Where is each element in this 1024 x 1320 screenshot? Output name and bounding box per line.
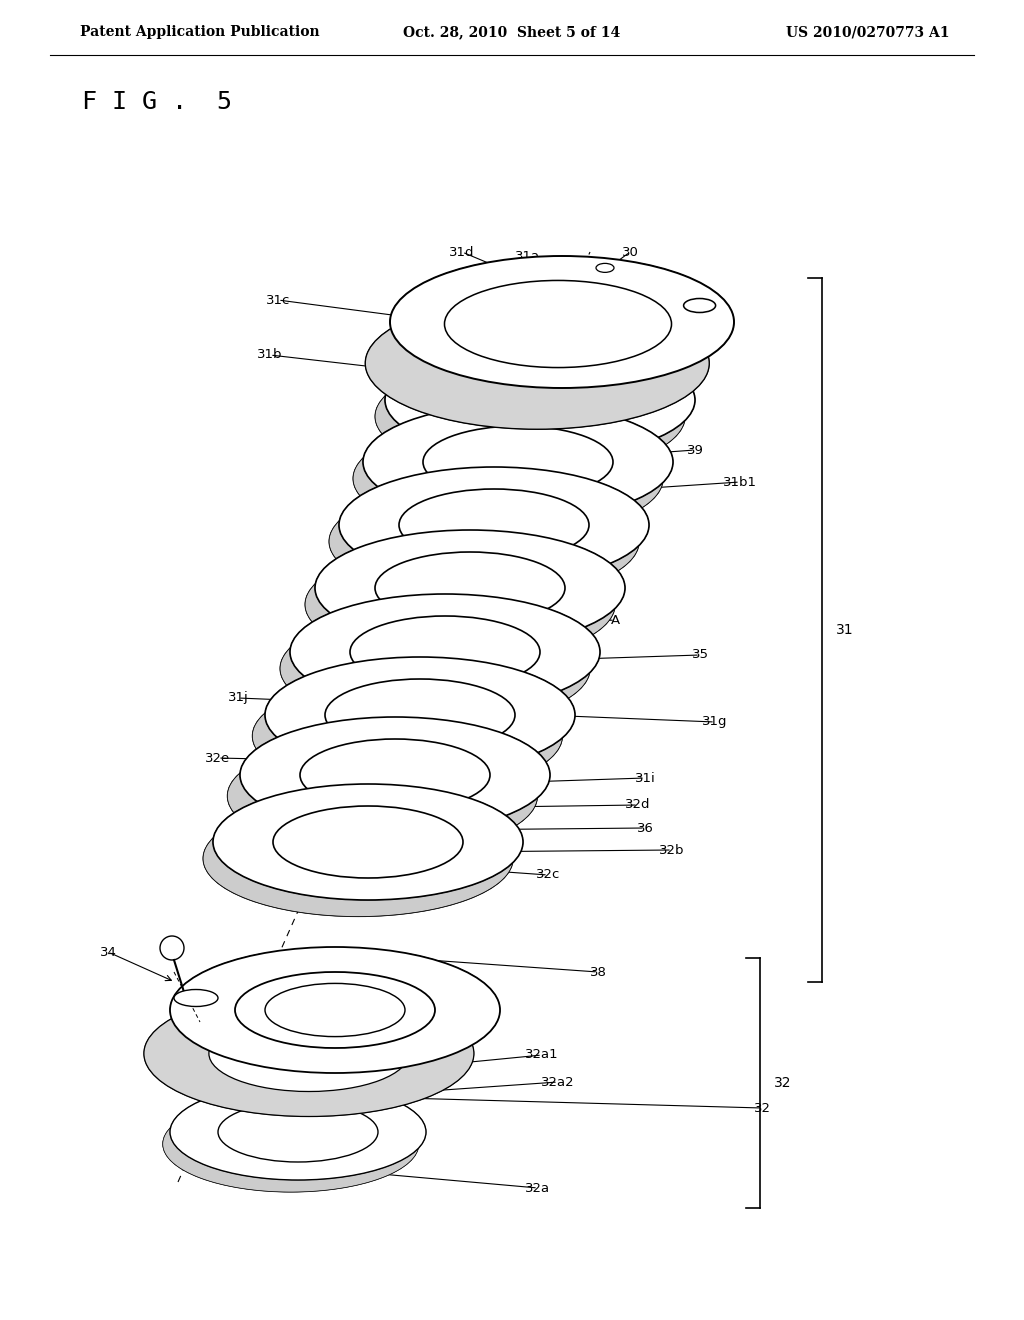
Text: 32: 32 xyxy=(754,1101,770,1114)
Polygon shape xyxy=(329,484,649,599)
Ellipse shape xyxy=(390,256,734,388)
Ellipse shape xyxy=(375,359,685,474)
Polygon shape xyxy=(163,1098,426,1192)
Polygon shape xyxy=(252,675,575,795)
Ellipse shape xyxy=(444,280,672,367)
Ellipse shape xyxy=(234,972,435,1048)
Ellipse shape xyxy=(366,297,710,429)
Text: 31d: 31d xyxy=(450,246,475,259)
Polygon shape xyxy=(353,421,673,536)
Text: F I G .  5: F I G . 5 xyxy=(82,90,232,114)
Ellipse shape xyxy=(325,678,515,751)
Polygon shape xyxy=(144,954,500,1117)
Text: Patent Application Publication: Patent Application Publication xyxy=(80,25,319,40)
Text: 31a: 31a xyxy=(515,251,541,264)
Text: 32a: 32a xyxy=(525,1181,551,1195)
Text: US 2010/0270773 A1: US 2010/0270773 A1 xyxy=(786,25,950,40)
Polygon shape xyxy=(227,734,550,854)
Ellipse shape xyxy=(350,616,540,688)
Text: 32c: 32c xyxy=(536,869,560,882)
Ellipse shape xyxy=(203,800,513,916)
Text: 31b: 31b xyxy=(257,348,283,362)
Ellipse shape xyxy=(315,531,625,645)
Text: 31c: 31c xyxy=(266,293,290,306)
Ellipse shape xyxy=(211,1114,371,1173)
Ellipse shape xyxy=(174,990,218,1006)
Ellipse shape xyxy=(160,936,184,960)
Text: 32a3: 32a3 xyxy=(165,1142,199,1155)
Ellipse shape xyxy=(312,700,503,772)
Ellipse shape xyxy=(305,546,615,663)
Text: 31i: 31i xyxy=(635,771,655,784)
Ellipse shape xyxy=(170,1084,426,1180)
Text: 34: 34 xyxy=(99,945,117,958)
Ellipse shape xyxy=(684,298,716,313)
Ellipse shape xyxy=(413,442,603,515)
Ellipse shape xyxy=(385,342,695,458)
Ellipse shape xyxy=(263,822,453,895)
Ellipse shape xyxy=(445,364,635,436)
Ellipse shape xyxy=(163,1096,419,1192)
Ellipse shape xyxy=(227,738,538,854)
Ellipse shape xyxy=(300,739,490,810)
Text: 31g: 31g xyxy=(702,715,728,729)
Text: 36: 36 xyxy=(637,821,653,834)
Ellipse shape xyxy=(362,404,673,520)
Ellipse shape xyxy=(435,380,625,453)
Ellipse shape xyxy=(339,467,649,583)
Text: 31b1: 31b1 xyxy=(723,475,757,488)
Text: 32: 32 xyxy=(774,1076,792,1090)
Ellipse shape xyxy=(389,506,580,578)
Text: 31: 31 xyxy=(836,623,854,638)
Ellipse shape xyxy=(596,264,614,272)
Ellipse shape xyxy=(366,569,555,640)
Ellipse shape xyxy=(288,760,477,832)
Text: 32a1: 32a1 xyxy=(525,1048,559,1061)
Polygon shape xyxy=(203,801,523,916)
Text: 38: 38 xyxy=(590,965,606,978)
Polygon shape xyxy=(375,359,695,474)
Polygon shape xyxy=(366,263,734,429)
Text: 32d: 32d xyxy=(626,799,650,812)
Ellipse shape xyxy=(265,983,406,1036)
Ellipse shape xyxy=(375,552,565,624)
Text: 35: 35 xyxy=(691,648,709,661)
Ellipse shape xyxy=(273,807,463,878)
Ellipse shape xyxy=(290,594,600,710)
Ellipse shape xyxy=(353,421,664,536)
Ellipse shape xyxy=(329,483,639,599)
Ellipse shape xyxy=(281,610,590,726)
Ellipse shape xyxy=(240,717,550,833)
Ellipse shape xyxy=(399,488,589,561)
Ellipse shape xyxy=(252,678,562,795)
Text: 30: 30 xyxy=(622,246,638,259)
Text: 31j: 31j xyxy=(227,692,249,705)
Polygon shape xyxy=(305,546,625,663)
Ellipse shape xyxy=(265,657,575,774)
Text: 32b: 32b xyxy=(659,843,685,857)
Ellipse shape xyxy=(144,990,474,1117)
Text: 32e: 32e xyxy=(206,751,230,764)
Text: A: A xyxy=(610,614,620,627)
Polygon shape xyxy=(281,611,600,726)
Ellipse shape xyxy=(218,1102,378,1162)
Ellipse shape xyxy=(340,632,530,705)
Ellipse shape xyxy=(423,426,613,498)
Text: 39: 39 xyxy=(686,444,703,457)
Text: 32a2: 32a2 xyxy=(542,1076,574,1089)
Text: Oct. 28, 2010  Sheet 5 of 14: Oct. 28, 2010 Sheet 5 of 14 xyxy=(403,25,621,40)
Ellipse shape xyxy=(170,946,500,1073)
Ellipse shape xyxy=(213,784,523,900)
Ellipse shape xyxy=(209,1015,409,1092)
